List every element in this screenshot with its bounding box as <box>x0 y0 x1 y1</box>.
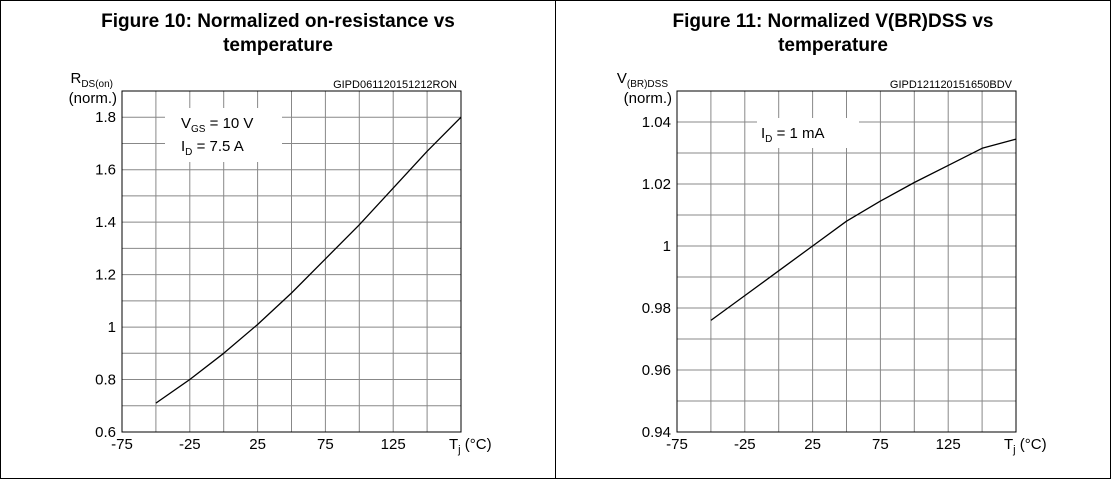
x-tick-label: -25 <box>734 436 756 453</box>
y-axis-unit-label: (norm.) <box>624 90 672 107</box>
figure-11-panel: Figure 11: Normalized V(BR)DSS vs temper… <box>555 0 1111 479</box>
y-tick-label: 1.6 <box>95 162 116 179</box>
y-axis-label: RDS(on) <box>70 70 113 90</box>
plot-frame <box>676 90 1017 433</box>
x-tick-label: 125 <box>936 436 961 453</box>
y-axis-label: V(BR)DSS <box>617 70 668 90</box>
x-tick-label: 75 <box>317 436 334 453</box>
y-tick-label: 0.96 <box>642 362 671 379</box>
x-tick-label: -25 <box>179 436 201 453</box>
annotation-text: VGS = 10 V <box>181 115 253 135</box>
y-tick-label: 1 <box>108 319 116 336</box>
x-tick-label: -75 <box>666 436 688 453</box>
annotation-text: ID = 1 mA <box>761 125 825 145</box>
figure-10-title-line1: Figure 10: Normalized on-resistance vs <box>101 11 455 32</box>
x-tick-label: 75 <box>872 436 889 453</box>
x-tick-label: 25 <box>249 436 266 453</box>
x-axis-label: Tj (°C) <box>1004 436 1047 456</box>
y-tick-label: 1.2 <box>95 267 116 284</box>
y-tick-label: 1.4 <box>95 214 116 231</box>
x-tick-label: 125 <box>381 436 406 453</box>
annotation-box <box>165 108 282 162</box>
figure-11-title-line1: Figure 11: Normalized V(BR)DSS vs <box>672 11 994 32</box>
figure-11-title-line2: temperature <box>778 35 888 56</box>
plot-frame <box>121 90 462 433</box>
y-tick-label: 1.02 <box>642 176 671 193</box>
figure-10-title-line2: temperature <box>223 35 333 56</box>
figure-10-title: Figure 10: Normalized on-resistance vs t… <box>21 10 535 58</box>
figure-code-label: GIPD121120151650BDV <box>890 79 1013 91</box>
figure-11-title: Figure 11: Normalized V(BR)DSS vs temper… <box>576 10 1090 58</box>
y-axis-unit-label: (norm.) <box>69 90 117 107</box>
annotation-box <box>757 118 859 148</box>
y-tick-label: 0.98 <box>642 300 671 317</box>
y-tick-label: 0.8 <box>95 372 116 389</box>
data-series-line <box>710 138 1017 321</box>
x-tick-label: -75 <box>111 436 133 453</box>
x-tick-label: 25 <box>804 436 821 453</box>
y-tick-label: 1 <box>663 238 671 255</box>
x-axis-label: Tj (°C) <box>449 436 492 456</box>
annotation-text: ID = 7.5 A <box>181 138 244 158</box>
y-tick-label: 1.04 <box>642 114 671 131</box>
figure-10-chart: -75 -25 25 75 125 0.6 0.8 1 1.2 1.4 1.6 1.8 Tj (°C) R… <box>69 70 492 456</box>
data-series-line <box>155 116 462 404</box>
y-tick-label: 1.8 <box>95 109 116 126</box>
y-tick-label: 0.94 <box>642 424 671 441</box>
figure-10-panel: Figure 10: Normalized on-resistance vs t… <box>0 0 556 479</box>
y-tick-label: 0.6 <box>95 424 116 441</box>
figure-11-chart: -75 -25 25 75 125 0.94 0.96 0.98 1 1.02 1.04 Tj (°C… <box>617 70 1047 456</box>
figure-code-label: GIPD061120151212RON <box>333 79 457 91</box>
